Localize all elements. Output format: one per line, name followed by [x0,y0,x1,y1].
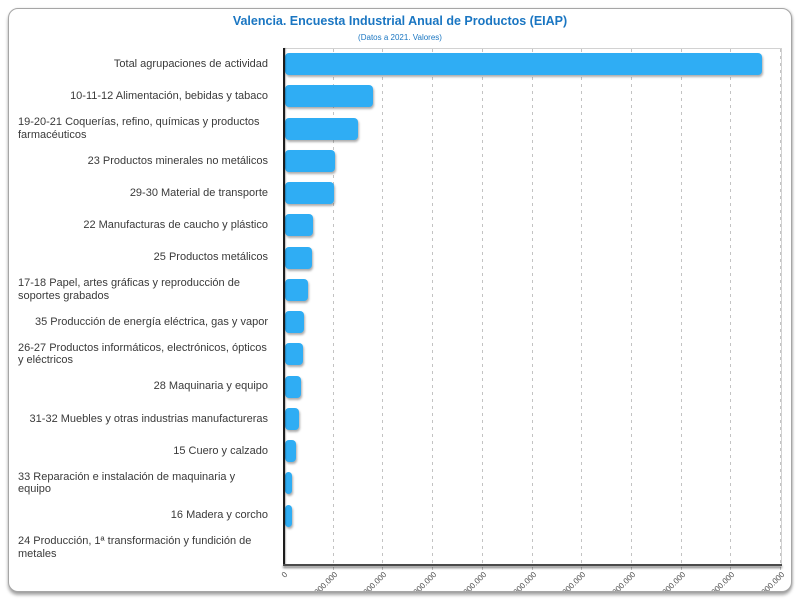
bar[interactable] [285,472,293,495]
gridline [630,49,632,571]
category-label: 16 Madera y corcho [170,509,268,522]
bar[interactable] [285,149,336,172]
category-label: 22 Manufacturas de caucho y plástico [83,219,268,232]
bar[interactable] [285,246,313,269]
category-label: 33 Reparación e instalación de maquinari… [18,470,236,496]
x-axis-line [283,564,782,566]
bar[interactable] [285,311,305,334]
bar[interactable] [285,182,334,205]
chart-title: Valencia. Encuesta Industrial Anual de P… [232,14,568,28]
x-tick-label: 0 [279,570,290,580]
bar[interactable] [285,214,314,237]
bar[interactable] [285,504,293,527]
category-label: 23 Productos minerales no metálicos [87,154,268,167]
gridline [481,49,483,571]
category-label: 15 Cuero y calzado [173,444,268,457]
category-label: 17-18 Papel, artes gráficas y reproducci… [18,277,240,302]
category-label: 24 Producción, 1ª transformación y fundi… [18,535,252,560]
category-label: 10-11-12 Alimentación, bebidas y tabaco [70,90,268,103]
plot-frame [283,48,782,564]
chart-subtitle: (Datos a 2021. Valores) [358,33,442,42]
bar[interactable] [285,53,763,76]
bar[interactable] [285,407,300,430]
gridline [432,49,434,571]
chart-card: Valencia. Encuesta Industrial Anual de P… [8,8,792,592]
category-label: Total agrupaciones de actividad [113,57,268,70]
bar[interactable] [285,85,373,108]
category-label: 26-27 Productos informáticos, electrónic… [18,341,267,367]
gridline [680,49,682,571]
gridline [332,49,334,571]
bar[interactable] [285,278,308,301]
gridline [382,49,384,571]
category-label: 28 Maquinaria y equipo [153,380,268,393]
gridline [730,49,732,571]
category-label: 19-20-21 Coquerías, refino, químicas y p… [18,116,260,141]
category-label: 35 Producción de energía eléctrica, gas … [35,315,268,328]
category-label: 31-32 Muebles y otras industrias manufac… [29,412,268,425]
gridline [780,49,781,571]
bar[interactable] [285,440,297,463]
bar[interactable] [285,117,359,140]
gridline [581,49,583,571]
gridline [531,49,533,571]
category-label: 29-30 Material de transporte [129,186,268,199]
category-label: 25 Productos metálicos [153,251,268,264]
bar[interactable] [285,375,301,398]
bar[interactable] [285,343,304,366]
y-axis-line [283,48,285,566]
